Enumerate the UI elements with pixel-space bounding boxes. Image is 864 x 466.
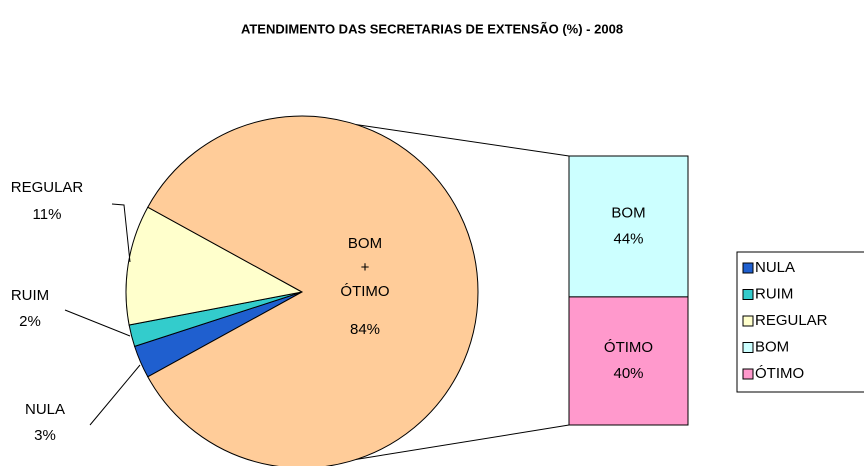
legend-box	[736, 251, 864, 393]
legend-label: NULA	[755, 259, 795, 276]
slice-label: RUIM	[11, 287, 49, 304]
legend-swatch	[742, 315, 754, 327]
legend-swatch	[742, 342, 754, 353]
legend-label: BOM	[755, 338, 789, 355]
pie-slice	[147, 115, 479, 466]
legend-swatch	[742, 262, 754, 274]
slice-label: REGULAR	[11, 179, 84, 196]
legend-label: ÓTIMO	[755, 365, 804, 382]
leader-line	[89, 364, 141, 426]
bar-value-label: 40%	[613, 365, 643, 382]
bar-label: ÓTIMO	[604, 339, 653, 356]
bar-label: BOM	[611, 204, 645, 221]
slice-value-label: 84%	[350, 321, 380, 338]
chart-title: ATENDIMENTO DAS SECRETARIAS DE EXTENSÃO …	[241, 21, 623, 36]
leader-line	[111, 203, 131, 263]
legend-label: REGULAR	[755, 312, 828, 329]
bar-segment	[568, 155, 689, 298]
legend-label: RUIM	[755, 285, 793, 302]
pie-slice	[125, 206, 304, 326]
slice-value-label: 3%	[34, 427, 56, 444]
connector-line	[356, 124, 570, 157]
connector-line	[356, 424, 570, 460]
bar-value-label: 44%	[613, 230, 643, 247]
leader-line	[64, 309, 131, 337]
legend-swatch	[742, 289, 754, 300]
slice-label: NULA	[25, 401, 65, 418]
legend-swatch	[742, 368, 754, 380]
slice-value-label: 11%	[33, 206, 62, 223]
slice-label: BOM + ÓTIMO	[340, 235, 390, 300]
bar-segment	[568, 296, 689, 426]
slice-value-label: 2%	[19, 313, 41, 330]
